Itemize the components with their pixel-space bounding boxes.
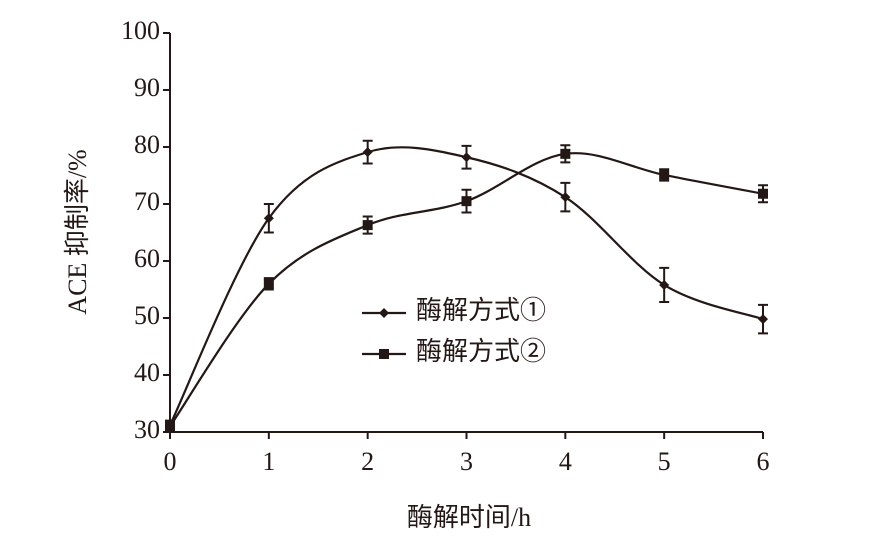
x-tick-label: 6 <box>757 447 770 476</box>
marker <box>379 349 389 359</box>
marker <box>758 188 768 199</box>
y-tick-label: 40 <box>134 358 160 387</box>
x-tick-label: 1 <box>262 447 275 476</box>
legend-label: 酶解方式① <box>416 296 546 325</box>
legend-label: 酶解方式② <box>416 337 546 366</box>
y-tick-label: 30 <box>134 415 160 444</box>
x-tick-label: 0 <box>164 447 177 476</box>
y-axis-title: ACE 抑制率/% <box>63 149 92 314</box>
y-tick-label: 90 <box>134 73 160 102</box>
y-tick-label: 70 <box>134 187 160 216</box>
x-tick-label: 3 <box>460 447 473 476</box>
x-tick-label: 4 <box>559 447 572 476</box>
marker <box>461 196 472 207</box>
marker <box>659 279 670 290</box>
marker <box>362 220 373 231</box>
y-tick-label: 50 <box>134 301 160 330</box>
marker <box>263 278 274 289</box>
marker <box>263 213 274 224</box>
y-tick-label: 80 <box>134 130 160 159</box>
marker <box>758 314 768 325</box>
x-tick-label: 5 <box>658 447 671 476</box>
marker <box>659 169 670 180</box>
x-axis-title: 酶解时间/h <box>407 503 531 532</box>
marker <box>165 421 175 432</box>
marker <box>560 148 571 159</box>
y-tick-label: 60 <box>134 244 160 273</box>
x-tick-label: 2 <box>361 447 374 476</box>
marker <box>461 152 472 163</box>
marker <box>379 308 389 318</box>
y-tick-label: 100 <box>121 16 160 45</box>
marker <box>362 147 373 158</box>
marker <box>560 192 571 203</box>
